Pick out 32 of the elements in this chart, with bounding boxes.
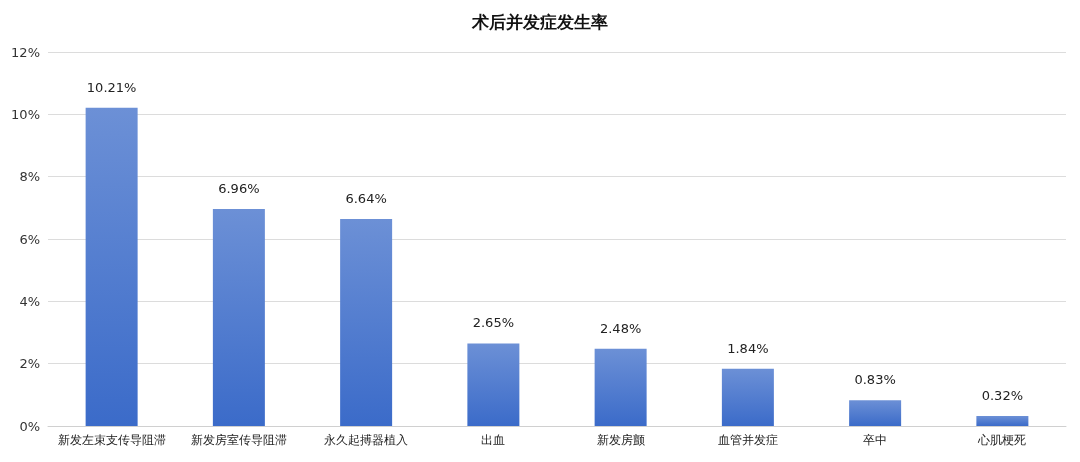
data-label: 6.64% <box>345 191 387 207</box>
bar <box>340 219 393 426</box>
y-tick-label: 12% <box>11 44 40 60</box>
x-tick-label: 卒中 <box>863 433 888 447</box>
x-tick-label: 永久起搏器植入 <box>324 433 409 447</box>
x-tick-label: 出血 <box>481 433 506 447</box>
x-tick-label: 血管并发症 <box>717 433 778 447</box>
data-label: 2.65% <box>472 315 515 331</box>
y-tick-label: 2% <box>19 356 40 372</box>
bar <box>85 107 138 426</box>
data-label: 2.48% <box>599 320 642 336</box>
data-label: 6.96% <box>218 181 260 197</box>
bar <box>594 348 647 426</box>
bar <box>212 209 265 426</box>
x-tick-label: 新发左束支传导阻滞 <box>57 433 166 447</box>
y-tick-label: 0% <box>19 418 40 434</box>
y-tick-label: 8% <box>19 169 40 185</box>
y-tick-label: 4% <box>19 293 40 309</box>
data-label: 10.21% <box>86 79 137 95</box>
x-tick-label: 新发房室传导阻滞 <box>190 433 287 447</box>
chart-title: 术后并发症发生率 <box>471 11 608 32</box>
bar <box>849 400 902 426</box>
x-tick-label: 新发房颤 <box>596 433 645 447</box>
y-tick-label: 10% <box>11 106 40 122</box>
y-tick-label: 6% <box>19 231 40 247</box>
bar <box>721 368 774 426</box>
bar <box>976 416 1029 426</box>
data-label: 1.84% <box>727 340 769 356</box>
data-label: 0.83% <box>854 372 896 388</box>
x-tick-label: 心肌梗死 <box>977 433 1027 447</box>
data-label: 0.32% <box>981 388 1024 404</box>
bar <box>467 343 520 426</box>
